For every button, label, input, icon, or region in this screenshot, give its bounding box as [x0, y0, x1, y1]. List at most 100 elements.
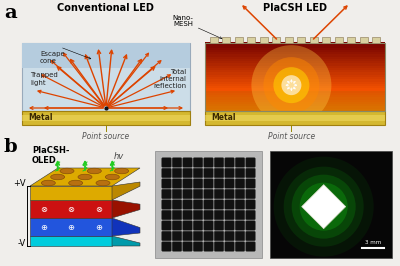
Polygon shape — [112, 200, 140, 218]
FancyBboxPatch shape — [162, 168, 171, 178]
FancyBboxPatch shape — [162, 231, 171, 241]
Bar — [205, 68, 385, 70]
FancyBboxPatch shape — [172, 231, 182, 241]
FancyBboxPatch shape — [225, 158, 234, 167]
Circle shape — [274, 67, 310, 103]
Text: Metal: Metal — [211, 114, 236, 123]
FancyBboxPatch shape — [225, 221, 234, 230]
Text: Escape
cone: Escape cone — [40, 51, 65, 64]
Bar — [205, 95, 385, 97]
FancyBboxPatch shape — [235, 168, 245, 178]
FancyBboxPatch shape — [235, 200, 245, 209]
Bar — [205, 77, 385, 79]
Bar — [22, 43, 190, 68]
Bar — [205, 70, 385, 72]
Polygon shape — [112, 182, 140, 200]
FancyBboxPatch shape — [225, 189, 234, 199]
FancyBboxPatch shape — [183, 221, 192, 230]
FancyBboxPatch shape — [235, 210, 245, 220]
Bar — [205, 101, 385, 104]
FancyBboxPatch shape — [204, 179, 213, 188]
Bar — [234, 37, 242, 43]
Bar — [272, 37, 280, 43]
Text: ⊗: ⊗ — [95, 205, 102, 214]
FancyBboxPatch shape — [183, 189, 192, 199]
FancyBboxPatch shape — [225, 179, 234, 188]
FancyBboxPatch shape — [183, 210, 192, 220]
Ellipse shape — [115, 168, 129, 174]
Ellipse shape — [78, 174, 92, 180]
FancyBboxPatch shape — [172, 168, 182, 178]
Bar — [205, 45, 385, 48]
Bar — [205, 108, 385, 111]
Circle shape — [274, 157, 374, 257]
FancyBboxPatch shape — [214, 168, 224, 178]
FancyBboxPatch shape — [246, 231, 255, 241]
Bar — [260, 37, 268, 43]
FancyBboxPatch shape — [183, 179, 192, 188]
FancyBboxPatch shape — [214, 189, 224, 199]
FancyBboxPatch shape — [235, 189, 245, 199]
Text: Trapped
light: Trapped light — [30, 73, 58, 85]
Circle shape — [281, 75, 302, 95]
Bar — [205, 97, 385, 100]
Ellipse shape — [96, 180, 110, 186]
Bar — [205, 83, 385, 86]
Text: a: a — [4, 4, 17, 22]
Ellipse shape — [87, 168, 101, 174]
Bar — [205, 54, 385, 57]
Text: ⊕: ⊕ — [68, 222, 74, 231]
Bar — [347, 37, 355, 43]
Text: PlaCSH LED: PlaCSH LED — [263, 3, 327, 13]
FancyBboxPatch shape — [235, 231, 245, 241]
Text: 3 mm: 3 mm — [365, 240, 381, 245]
Bar — [30, 218, 112, 236]
Bar — [205, 65, 385, 68]
Bar — [205, 106, 385, 109]
Text: ⊗: ⊗ — [68, 205, 74, 214]
Text: Nano-
MESH: Nano- MESH — [172, 15, 222, 39]
FancyBboxPatch shape — [246, 242, 255, 251]
Bar — [205, 88, 385, 91]
FancyBboxPatch shape — [246, 200, 255, 209]
FancyBboxPatch shape — [246, 221, 255, 230]
FancyBboxPatch shape — [246, 158, 255, 167]
Bar — [22, 111, 190, 125]
Circle shape — [251, 45, 331, 125]
FancyBboxPatch shape — [214, 221, 224, 230]
FancyBboxPatch shape — [214, 210, 224, 220]
Polygon shape — [30, 168, 140, 186]
FancyBboxPatch shape — [204, 221, 213, 230]
Bar — [270, 151, 392, 258]
FancyBboxPatch shape — [172, 221, 182, 230]
FancyBboxPatch shape — [225, 168, 234, 178]
Polygon shape — [112, 218, 140, 236]
FancyBboxPatch shape — [225, 242, 234, 251]
FancyBboxPatch shape — [225, 210, 234, 220]
FancyBboxPatch shape — [172, 210, 182, 220]
Text: Point source: Point source — [268, 132, 315, 141]
Text: +V: +V — [13, 180, 26, 189]
FancyBboxPatch shape — [246, 179, 255, 188]
FancyBboxPatch shape — [204, 168, 213, 178]
Bar — [205, 49, 385, 52]
Circle shape — [308, 191, 340, 223]
Text: -V: -V — [18, 239, 26, 248]
Bar — [205, 56, 385, 59]
Bar — [210, 37, 218, 43]
Bar — [205, 99, 385, 102]
Text: hv: hv — [114, 152, 124, 161]
Bar — [205, 86, 385, 88]
FancyBboxPatch shape — [214, 242, 224, 251]
Bar — [205, 111, 385, 125]
Bar — [30, 186, 112, 200]
FancyBboxPatch shape — [204, 242, 213, 251]
Bar — [205, 90, 385, 93]
FancyBboxPatch shape — [162, 221, 171, 230]
FancyBboxPatch shape — [172, 179, 182, 188]
Polygon shape — [302, 185, 346, 229]
Bar — [205, 61, 385, 63]
FancyBboxPatch shape — [162, 179, 171, 188]
FancyBboxPatch shape — [183, 168, 192, 178]
FancyBboxPatch shape — [172, 242, 182, 251]
